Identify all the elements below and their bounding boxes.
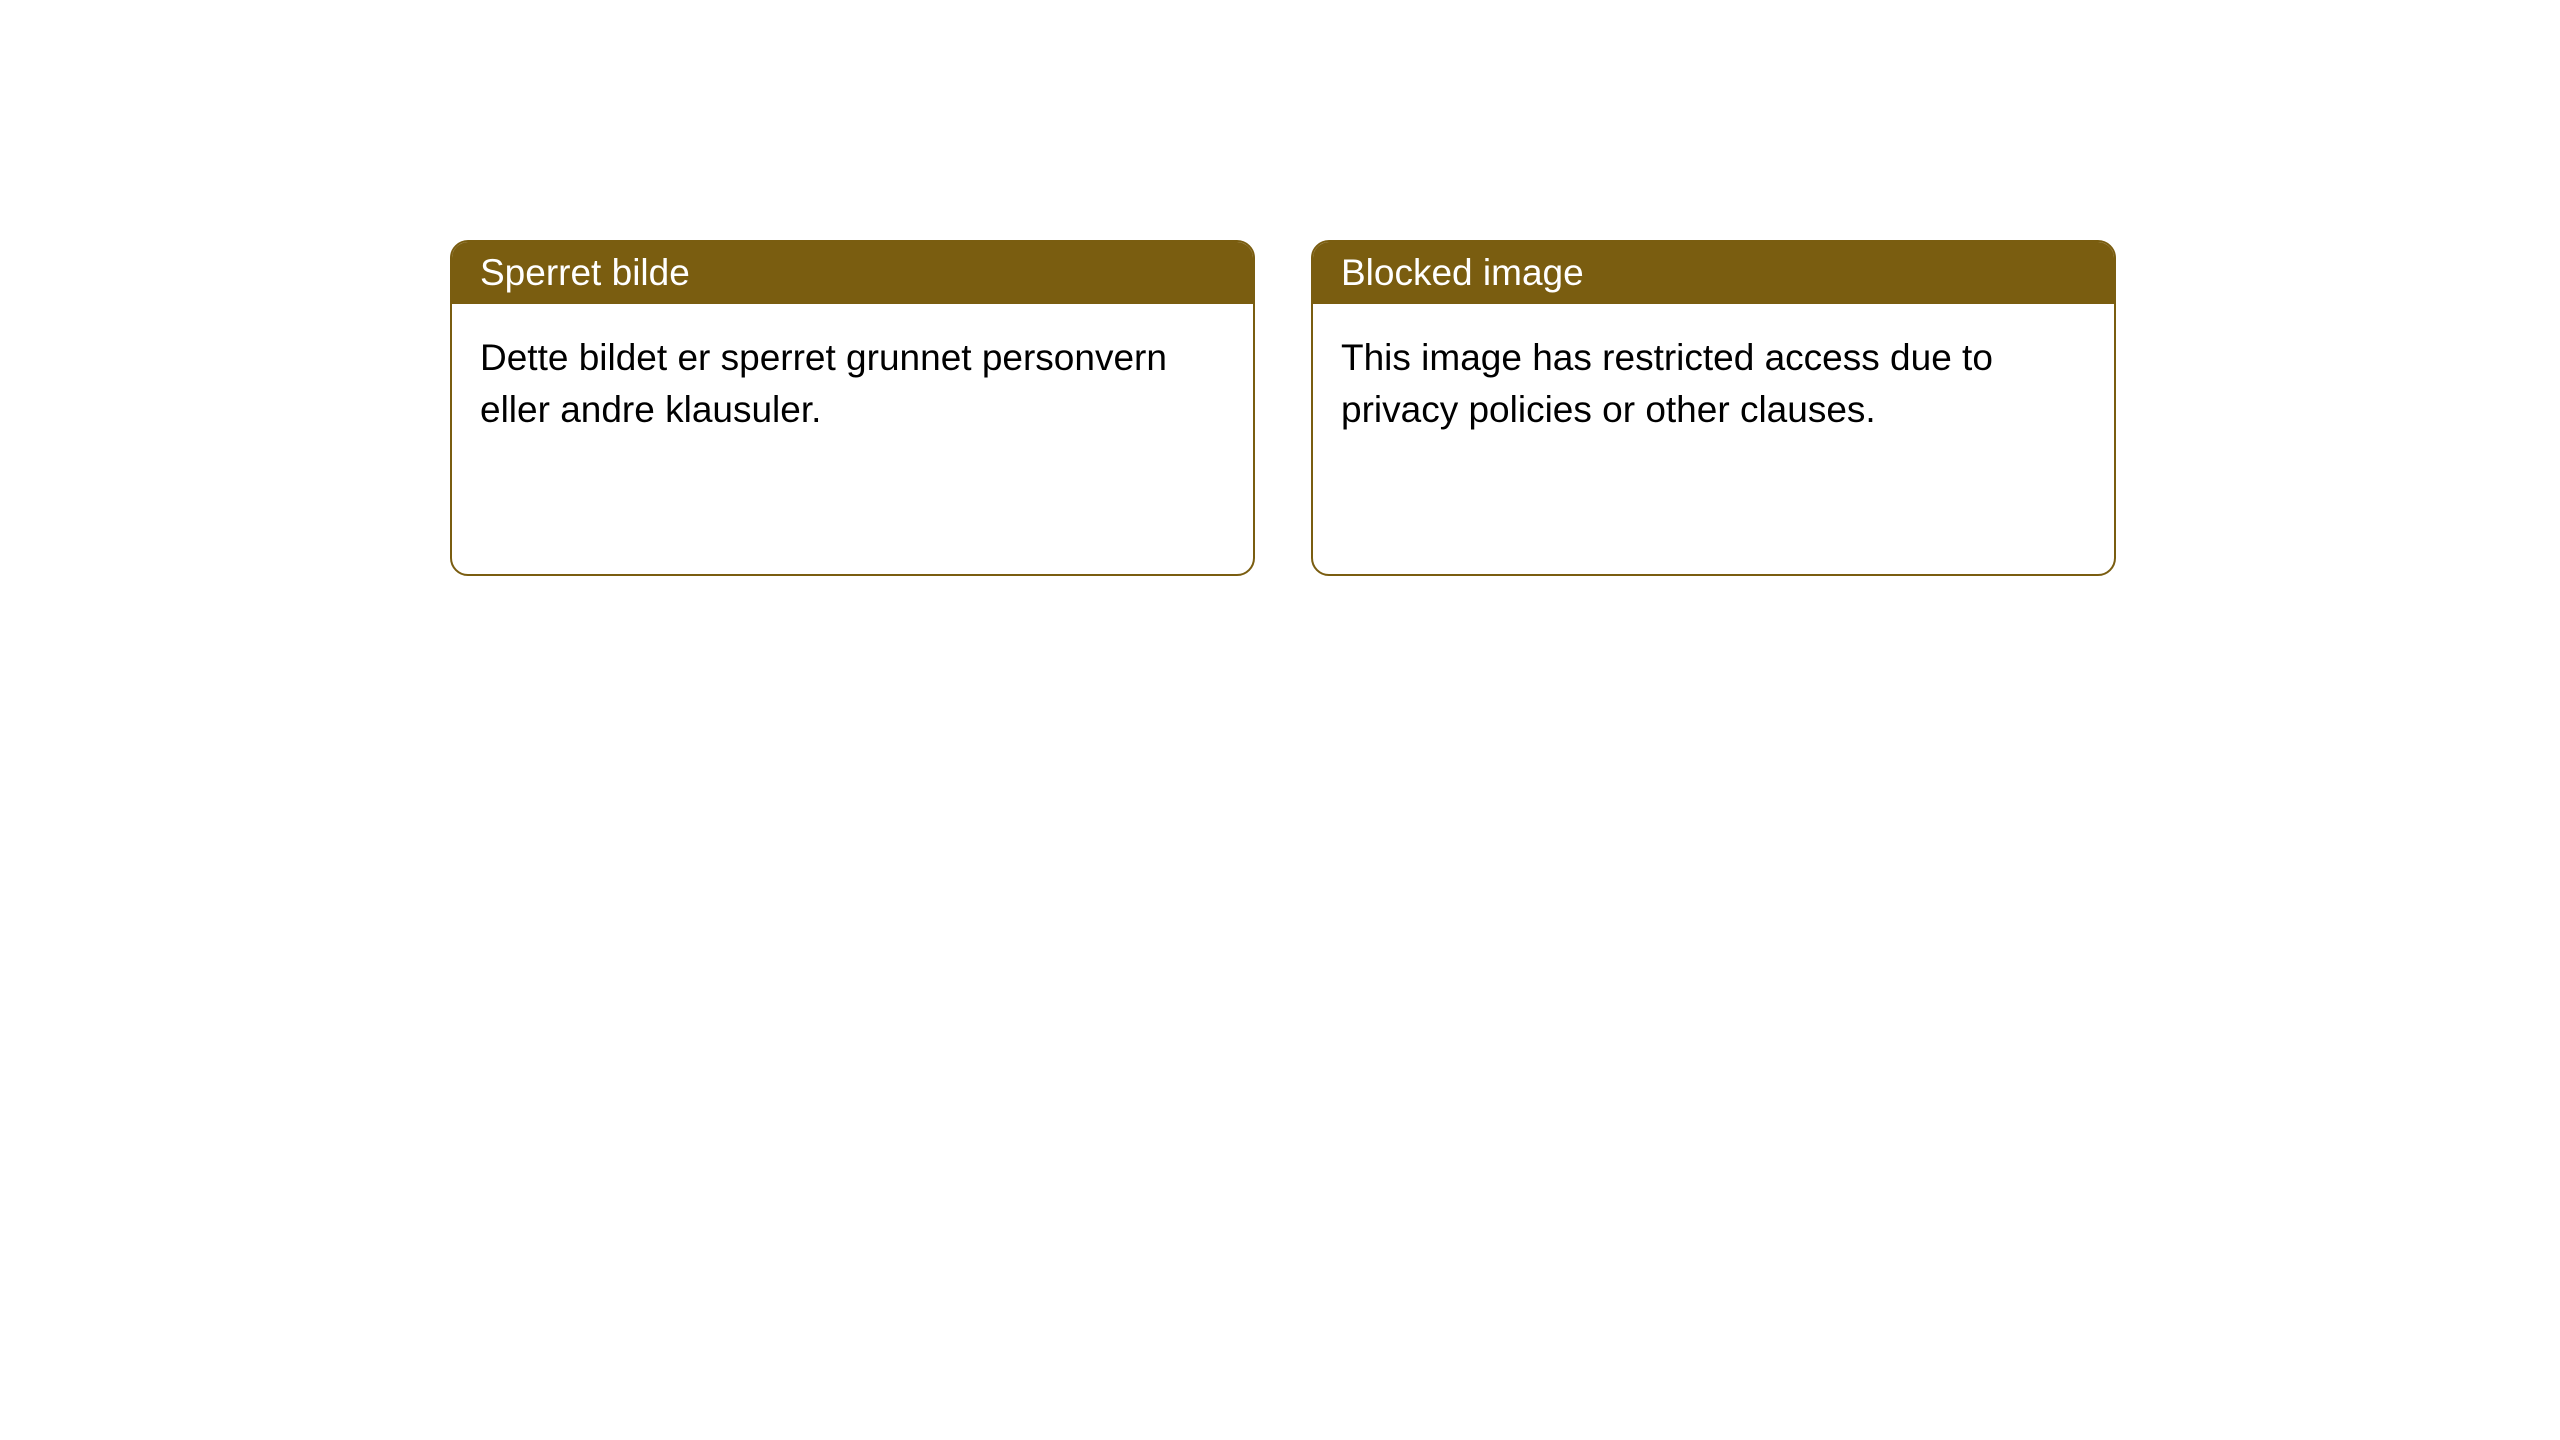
notice-header-english: Blocked image bbox=[1313, 242, 2114, 304]
notice-body-norwegian: Dette bildet er sperret grunnet personve… bbox=[452, 304, 1253, 574]
notice-container: Sperret bilde Dette bildet er sperret gr… bbox=[0, 0, 2560, 576]
notice-card-english: Blocked image This image has restricted … bbox=[1311, 240, 2116, 576]
notice-body-english: This image has restricted access due to … bbox=[1313, 304, 2114, 574]
notice-card-norwegian: Sperret bilde Dette bildet er sperret gr… bbox=[450, 240, 1255, 576]
notice-header-norwegian: Sperret bilde bbox=[452, 242, 1253, 304]
